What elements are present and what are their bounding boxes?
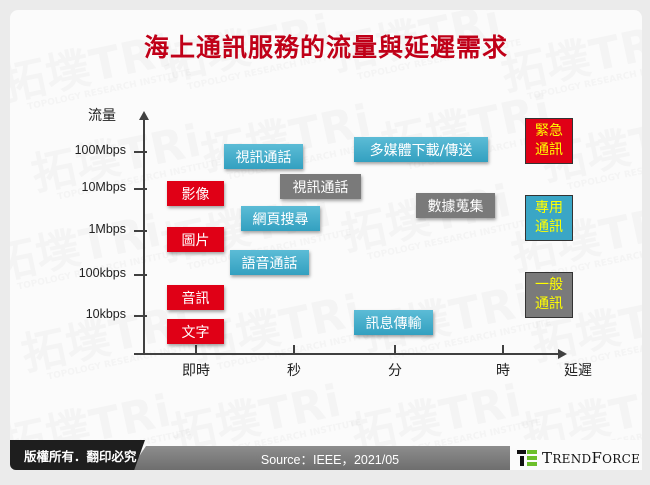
y-tick-label: 1Mbps: [88, 222, 126, 236]
x-tick-mark: [394, 345, 396, 354]
x-tick-label: 秒: [287, 363, 301, 379]
legend-line2: 通訊: [535, 219, 563, 235]
legend-line2: 通訊: [535, 296, 563, 312]
legend-item: 專用 通訊: [525, 195, 573, 241]
y-tick-mark: [134, 230, 147, 232]
legend-line1: 緊急: [535, 123, 563, 139]
trendforce-logo-icon: [517, 450, 537, 466]
x-tick-mark: [502, 345, 504, 354]
footer-source: Source：IEEE，2021/05: [260, 452, 400, 467]
service-box: 圖片: [167, 227, 224, 252]
footer-source-bar: [130, 446, 530, 470]
service-box: 視訊通話: [280, 174, 361, 199]
x-axis-arrow-icon: [558, 349, 567, 359]
service-box: 多媒體下載/傳送: [354, 137, 488, 162]
service-box: 視訊通話: [224, 144, 303, 169]
y-tick-label: 10kbps: [85, 307, 126, 321]
legend-line2: 通訊: [535, 142, 563, 158]
y-tick-mark: [134, 188, 147, 190]
y-axis-arrow-icon: [139, 111, 149, 120]
service-box: 音訊: [167, 285, 224, 310]
y-tick-mark: [134, 151, 147, 153]
x-tick-label: 即時: [182, 363, 210, 379]
y-tick-label: 10Mbps: [81, 180, 126, 194]
x-tick-mark: [293, 345, 295, 354]
legend-item: 一般 通訊: [525, 272, 573, 318]
service-box: 數據蒐集: [416, 193, 495, 218]
service-box: 文字: [167, 319, 224, 344]
x-tick-mark: [195, 345, 197, 354]
x-tick-label: 分: [388, 363, 402, 379]
trendforce-logo-text: TRENDFORCE: [542, 449, 641, 467]
legend-line1: 專用: [535, 200, 563, 216]
service-box: 影像: [167, 181, 224, 206]
legend-line1: 一般: [535, 277, 563, 293]
trendforce-logo: TRENDFORCE: [517, 449, 640, 467]
legend-item: 緊急 通訊: [525, 118, 573, 164]
y-tick-mark: [134, 315, 147, 317]
service-box: 訊息傳輸: [354, 310, 433, 335]
footer-copyright: 版權所有．翻印必究: [10, 440, 145, 470]
y-axis-line: [143, 118, 145, 353]
y-tick-mark: [134, 274, 147, 276]
x-tick-label: 時: [496, 363, 510, 379]
y-tick-label: 100kbps: [78, 266, 126, 280]
service-box: 網頁搜尋: [241, 206, 320, 231]
service-box: 語音通話: [230, 250, 309, 275]
y-axis-title: 流量: [88, 108, 116, 124]
x-axis-line: [134, 353, 560, 355]
slide-title: 海上通訊服務的流量與延遲需求: [143, 33, 508, 62]
y-tick-label: 100Mbps: [74, 143, 126, 157]
x-axis-title: 延遲: [564, 363, 592, 379]
